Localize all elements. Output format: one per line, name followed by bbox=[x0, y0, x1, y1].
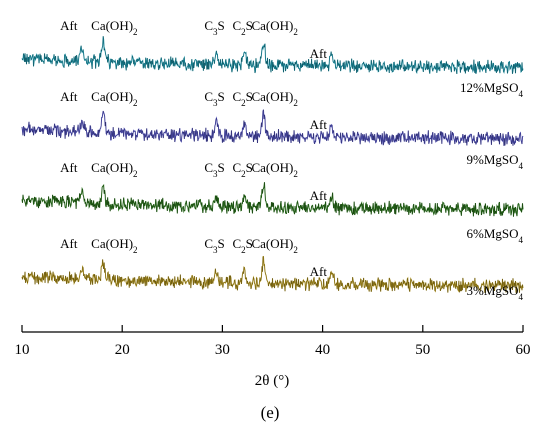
xrd-trace bbox=[21, 182, 524, 217]
peak-label: Aft bbox=[60, 18, 78, 33]
peak-label: Ca(OH)2 bbox=[91, 160, 137, 179]
xrd-trace-shadow bbox=[21, 36, 524, 74]
xrd-trace bbox=[21, 255, 524, 293]
peak-label: Ca(OH)2 bbox=[251, 18, 297, 37]
series-label: 6%MgSO4 bbox=[466, 226, 523, 245]
x-tick-label: 50 bbox=[415, 342, 430, 358]
series-label: 12%MgSO4 bbox=[460, 80, 524, 99]
xrd-trace-shadow bbox=[21, 182, 524, 217]
peak-label: C2S bbox=[232, 160, 252, 179]
series-label: 9%MgSO4 bbox=[466, 152, 523, 171]
peak-label: Ca(OH)2 bbox=[91, 18, 137, 37]
peak-label: Ca(OH)2 bbox=[251, 236, 297, 255]
peak-label: C2S bbox=[232, 236, 252, 255]
x-tick-label: 20 bbox=[115, 342, 130, 358]
peak-label: Ca(OH)2 bbox=[251, 89, 297, 108]
x-ticks: 10 20 30 40 50 60 bbox=[15, 325, 531, 358]
x-tick-label: 40 bbox=[315, 342, 330, 358]
x-tick-label: 10 bbox=[15, 342, 30, 358]
xrd-trace-shadow bbox=[21, 256, 524, 293]
peak-label: Ca(OH)2 bbox=[91, 236, 137, 255]
xrd-trace-shadow bbox=[21, 109, 524, 146]
panel-label: (e) bbox=[261, 403, 280, 422]
x-tick-label: 30 bbox=[215, 342, 230, 358]
peak-label: Aft bbox=[310, 46, 328, 61]
peak-label: Aft bbox=[310, 188, 328, 203]
peak-label: C3S bbox=[204, 89, 224, 108]
peak-label: C3S bbox=[204, 160, 224, 179]
peak-label: C2S bbox=[232, 18, 252, 37]
peak-label: Aft bbox=[310, 117, 328, 132]
xrd-trace bbox=[21, 109, 524, 146]
peak-label: C3S bbox=[204, 18, 224, 37]
peak-label: Aft bbox=[60, 236, 78, 251]
series-labels-layer: 12%MgSO4 9%MgSO4 6%MgSO4 3%MgSO4 bbox=[460, 80, 524, 302]
peak-label: Ca(OH)2 bbox=[91, 89, 137, 108]
peak-label: Aft bbox=[60, 89, 78, 104]
x-tick-label: 60 bbox=[516, 342, 531, 358]
x-axis-title: 2θ (°) bbox=[255, 373, 289, 389]
peak-label: C3S bbox=[204, 236, 224, 255]
peak-label: C2S bbox=[232, 89, 252, 108]
series-label: 3%MgSO4 bbox=[466, 283, 523, 302]
peak-label: Ca(OH)2 bbox=[251, 160, 297, 179]
peak-label: Aft bbox=[310, 264, 328, 279]
xrd-trace bbox=[21, 36, 524, 75]
peak-label: Aft bbox=[60, 160, 78, 175]
traces-layer bbox=[21, 36, 524, 293]
